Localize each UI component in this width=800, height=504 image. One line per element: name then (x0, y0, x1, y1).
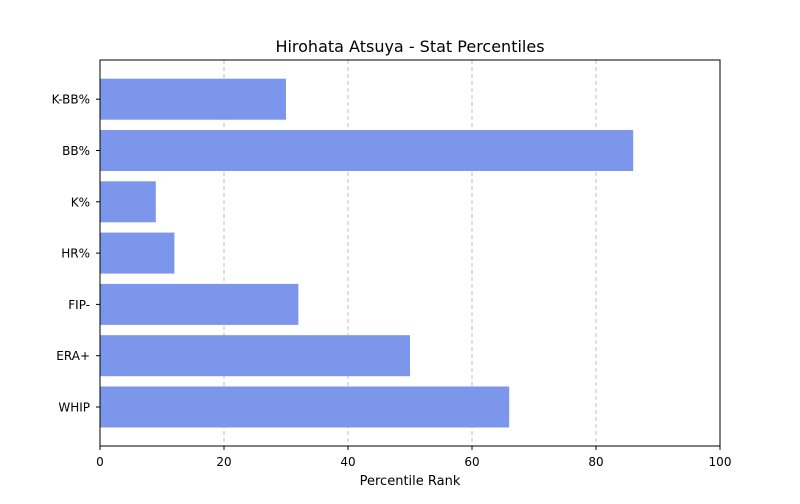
bar-hr- (100, 232, 175, 274)
bar-k-bb- (100, 78, 286, 120)
y-tick-label: BB% (62, 144, 90, 158)
y-tick-label: HR% (61, 247, 90, 261)
x-axis-ticks: 0 20 40 60 80 100 (96, 446, 731, 469)
y-tick-label: FIP- (68, 298, 90, 312)
x-tick-label: 40 (340, 455, 355, 469)
y-tick-label: ERA+ (56, 349, 90, 363)
x-tick-label: 20 (216, 455, 231, 469)
bars (100, 78, 634, 428)
x-tick-label: 100 (709, 455, 732, 469)
bar-era- (100, 335, 410, 377)
x-tick-label: 60 (464, 455, 479, 469)
y-tick-label: WHIP (58, 401, 90, 415)
x-tick-label: 0 (96, 455, 104, 469)
bar-whip (100, 386, 510, 428)
y-axis-ticks: WHIP ERA+ FIP- HR% K% BB% K-BB% (52, 93, 100, 415)
chart-title: Hirohata Atsuya - Stat Percentiles (275, 37, 544, 56)
grid-lines (223, 60, 597, 446)
bar-bb- (100, 130, 634, 171)
y-tick-label: K-BB% (52, 93, 90, 107)
bar-fip- (100, 283, 299, 325)
bar-k- (100, 181, 156, 223)
x-axis-label: Percentile Rank (360, 474, 461, 489)
x-tick-label: 80 (588, 455, 603, 469)
y-tick-label: K% (71, 195, 90, 209)
